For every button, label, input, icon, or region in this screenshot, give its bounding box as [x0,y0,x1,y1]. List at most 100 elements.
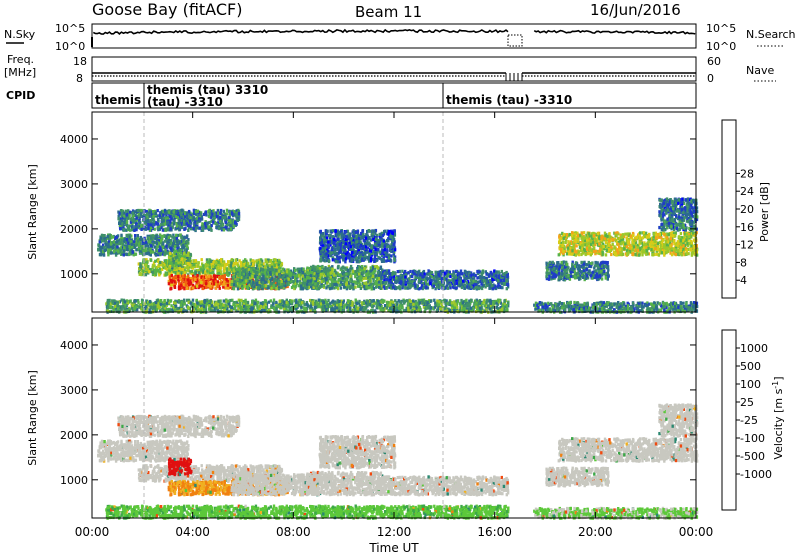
power-cell [121,219,123,222]
power-cell [117,217,119,220]
power-cell [160,239,162,242]
power-cell [128,245,130,248]
power-cell [124,221,126,224]
power-cell [125,253,127,256]
cpid-segment-3: themis (tau) -3310 [446,93,572,107]
power-cell [187,229,189,232]
power-cell [134,234,136,237]
power-cell [173,222,175,225]
power-cell [186,240,188,243]
power-cell [238,212,240,215]
power-cell [145,241,147,244]
power-cell [162,242,164,245]
power-cell [133,229,135,232]
power-cell [103,246,105,249]
power-cell [135,244,137,247]
power-cell [199,227,201,230]
nsky-tick-bottom: 10^0 [55,40,85,53]
power-cell [186,222,188,225]
power-cell [126,217,128,220]
power-cell [107,243,109,246]
power-cell [116,236,118,239]
power-cell [145,228,147,231]
power-cell [116,245,118,248]
power-cell [156,242,158,245]
nsearch-tick-top: 10^5 [706,22,736,35]
power-cell [132,212,134,215]
power-cell [176,240,178,243]
power-cell [136,217,138,220]
power-cell [124,218,126,221]
power-cell [152,210,154,213]
freq-tick-top: 18 [73,55,87,68]
power-cell [107,235,109,238]
power-cell [107,253,109,256]
power-cell [164,223,166,226]
power-cell [219,212,221,215]
power-cell [216,215,218,218]
power-cell [101,234,103,237]
power-cell [161,235,163,238]
nsearch-label: N.Search [746,28,796,41]
cpid-strip: CPID themis themis (tau) 3310 (tau) -331… [6,83,696,109]
power-cell [181,209,183,212]
power-cell [213,212,215,215]
power-cell [155,254,157,257]
power-cell [215,226,217,229]
power-cell [237,217,239,220]
power-cell [139,221,141,224]
power-cell [188,210,190,213]
power-cell [136,225,138,228]
power-cell [172,242,174,245]
power-cell [127,242,129,245]
power-cell [99,253,101,256]
power-cell [208,213,210,216]
power-cell [183,228,185,231]
power-cell [112,235,114,238]
power-cell [150,223,152,226]
power-cell [130,217,132,220]
power-cell [149,211,151,214]
power-cell [125,210,127,213]
power-cell [229,212,231,215]
power-cell [169,215,171,218]
power-cell [140,213,142,216]
power-cell [228,216,230,219]
cpid-label: CPID [6,89,35,102]
power-cell [175,234,177,237]
power-cell [150,259,152,262]
nsky-strip: N.Sky 10^5 10^0 10^5 10^0 N.Search [4,22,796,53]
power-cell [165,245,167,248]
power-cell [227,260,229,263]
power-cell [188,215,190,218]
power-cell [134,225,136,228]
power-cell [233,225,235,228]
freq-tick-bottom: 8 [76,72,83,85]
power-cell [189,225,191,228]
nsky-label: N.Sky [4,28,36,41]
cpid-segment-2-sub: (tau) -3310 [147,95,223,109]
power-cell [212,221,214,224]
power-cell [123,246,125,249]
power-cell [152,238,154,241]
power-cell [110,242,112,245]
power-cell [176,244,178,247]
power-cell [97,248,99,251]
power-cell [168,211,170,214]
power-cell [186,212,188,215]
beam-title: Beam 11 [355,3,422,21]
power-cell [105,240,107,243]
station-title: Goose Bay (fitACF) [92,0,242,19]
power-cell [117,250,119,253]
power-cell [116,240,118,243]
nave-tick-top: 60 [707,55,721,68]
power-cell [176,237,178,240]
power-cell [120,209,122,212]
power-cell [222,216,224,219]
power-cell [170,227,172,230]
power-cell [125,213,127,216]
power-cell [235,213,237,216]
power-cell [201,222,203,225]
power-cell [123,253,125,256]
